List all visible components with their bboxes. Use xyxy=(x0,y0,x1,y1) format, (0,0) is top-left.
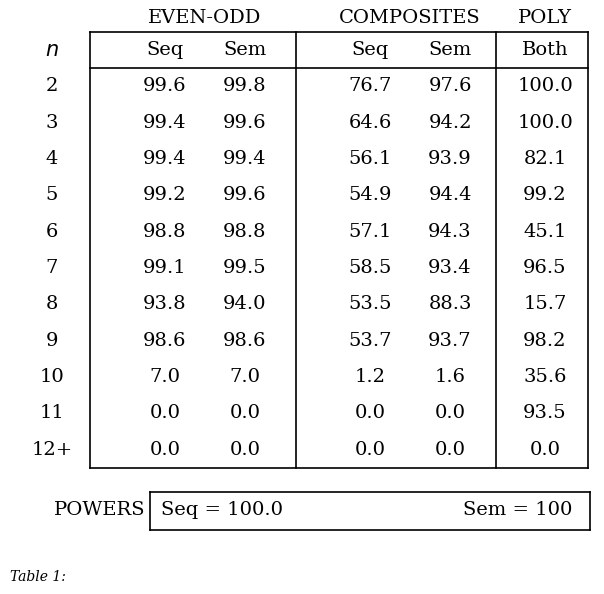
Text: 3: 3 xyxy=(46,113,58,131)
Text: 94.0: 94.0 xyxy=(223,295,267,314)
Text: 98.8: 98.8 xyxy=(143,223,187,241)
Text: EVEN-ODD: EVEN-ODD xyxy=(149,9,262,27)
Text: Table 1:: Table 1: xyxy=(10,570,66,584)
Text: 93.8: 93.8 xyxy=(143,295,187,314)
Text: 1.2: 1.2 xyxy=(355,368,385,386)
Text: Sem = 100: Sem = 100 xyxy=(463,501,573,519)
Text: Seq: Seq xyxy=(146,41,184,59)
Text: 53.5: 53.5 xyxy=(349,295,392,314)
Text: 99.4: 99.4 xyxy=(223,150,267,168)
Text: 94.2: 94.2 xyxy=(428,113,472,131)
Text: 0.0: 0.0 xyxy=(150,405,181,422)
Text: 93.5: 93.5 xyxy=(523,405,567,422)
Text: 99.1: 99.1 xyxy=(143,259,187,277)
Text: 99.2: 99.2 xyxy=(143,187,187,204)
Text: Both: Both xyxy=(522,41,568,59)
Text: 4: 4 xyxy=(46,150,58,168)
Text: 7.0: 7.0 xyxy=(230,368,260,386)
Text: Sem: Sem xyxy=(223,41,266,59)
Text: Sem: Sem xyxy=(428,41,472,59)
Text: Seq = 100.0: Seq = 100.0 xyxy=(161,501,283,519)
Text: 98.6: 98.6 xyxy=(143,331,187,350)
Text: 54.9: 54.9 xyxy=(349,187,392,204)
Text: 0.0: 0.0 xyxy=(150,441,181,459)
Text: 12+: 12+ xyxy=(31,441,72,459)
Text: POLY: POLY xyxy=(518,9,572,27)
Text: 94.3: 94.3 xyxy=(428,223,472,241)
Text: 76.7: 76.7 xyxy=(349,77,391,95)
Text: 99.5: 99.5 xyxy=(223,259,267,277)
Text: 96.5: 96.5 xyxy=(523,259,567,277)
Text: 97.6: 97.6 xyxy=(428,77,472,95)
Text: 93.7: 93.7 xyxy=(428,331,472,350)
Text: 100.0: 100.0 xyxy=(517,77,573,95)
Text: 100.0: 100.0 xyxy=(517,113,573,131)
Text: 56.1: 56.1 xyxy=(349,150,391,168)
Text: 5: 5 xyxy=(46,187,58,204)
Text: 99.4: 99.4 xyxy=(143,113,187,131)
Text: 0.0: 0.0 xyxy=(434,441,466,459)
Text: 0.0: 0.0 xyxy=(355,441,385,459)
Text: 0.0: 0.0 xyxy=(230,441,260,459)
Text: 0.0: 0.0 xyxy=(230,405,260,422)
Text: 15.7: 15.7 xyxy=(523,295,567,314)
Text: 98.6: 98.6 xyxy=(223,331,267,350)
Text: 94.4: 94.4 xyxy=(428,187,472,204)
Text: 1.6: 1.6 xyxy=(434,368,466,386)
Text: 53.7: 53.7 xyxy=(349,331,392,350)
Text: 93.4: 93.4 xyxy=(428,259,472,277)
Text: 11: 11 xyxy=(40,405,65,422)
Text: 98.8: 98.8 xyxy=(223,223,267,241)
Text: 57.1: 57.1 xyxy=(349,223,391,241)
Text: 88.3: 88.3 xyxy=(428,295,472,314)
Text: 35.6: 35.6 xyxy=(523,368,567,386)
Text: 45.1: 45.1 xyxy=(523,223,567,241)
Text: COMPOSITES: COMPOSITES xyxy=(339,9,481,27)
Text: 7: 7 xyxy=(46,259,58,277)
Text: 10: 10 xyxy=(40,368,65,386)
Text: 0.0: 0.0 xyxy=(530,441,561,459)
Text: POWERS: POWERS xyxy=(54,501,146,519)
Text: 99.6: 99.6 xyxy=(143,77,187,95)
Text: $n$: $n$ xyxy=(45,40,59,59)
Text: 8: 8 xyxy=(46,295,58,314)
Text: 99.8: 99.8 xyxy=(223,77,267,95)
Text: 93.9: 93.9 xyxy=(428,150,472,168)
Text: 99.6: 99.6 xyxy=(223,187,267,204)
Text: 99.4: 99.4 xyxy=(143,150,187,168)
Text: 98.2: 98.2 xyxy=(523,331,567,350)
Text: 99.6: 99.6 xyxy=(223,113,267,131)
Text: 2: 2 xyxy=(46,77,58,95)
Text: 6: 6 xyxy=(46,223,58,241)
Text: 99.2: 99.2 xyxy=(523,187,567,204)
Text: 82.1: 82.1 xyxy=(523,150,567,168)
Text: Seq: Seq xyxy=(352,41,388,59)
Text: 58.5: 58.5 xyxy=(349,259,391,277)
Text: 0.0: 0.0 xyxy=(434,405,466,422)
Text: 9: 9 xyxy=(46,331,58,350)
Text: 7.0: 7.0 xyxy=(150,368,181,386)
Text: 64.6: 64.6 xyxy=(349,113,391,131)
Text: 0.0: 0.0 xyxy=(355,405,385,422)
